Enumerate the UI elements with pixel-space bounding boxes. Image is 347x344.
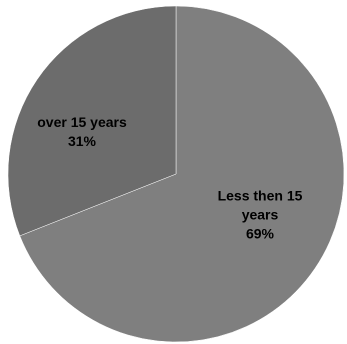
pie-slice-0 <box>19 5 345 343</box>
pie-slice-1 <box>7 5 177 237</box>
pie-slices <box>7 5 345 343</box>
slice-0-percent-label: 69% <box>246 226 275 242</box>
slice-1-category-label: over 15 years <box>37 114 127 130</box>
slice-0-category-label: years <box>242 207 279 223</box>
slice-0-category-label: Less then 15 <box>218 188 303 204</box>
slice-1-percent-label: 31% <box>68 133 97 149</box>
slice-labels: Less then 15 years 69% over 15 years 31% <box>37 114 302 242</box>
